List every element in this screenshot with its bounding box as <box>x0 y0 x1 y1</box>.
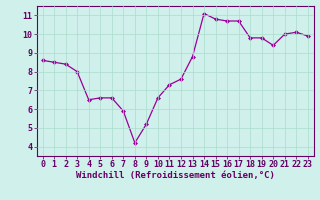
X-axis label: Windchill (Refroidissement éolien,°C): Windchill (Refroidissement éolien,°C) <box>76 171 275 180</box>
